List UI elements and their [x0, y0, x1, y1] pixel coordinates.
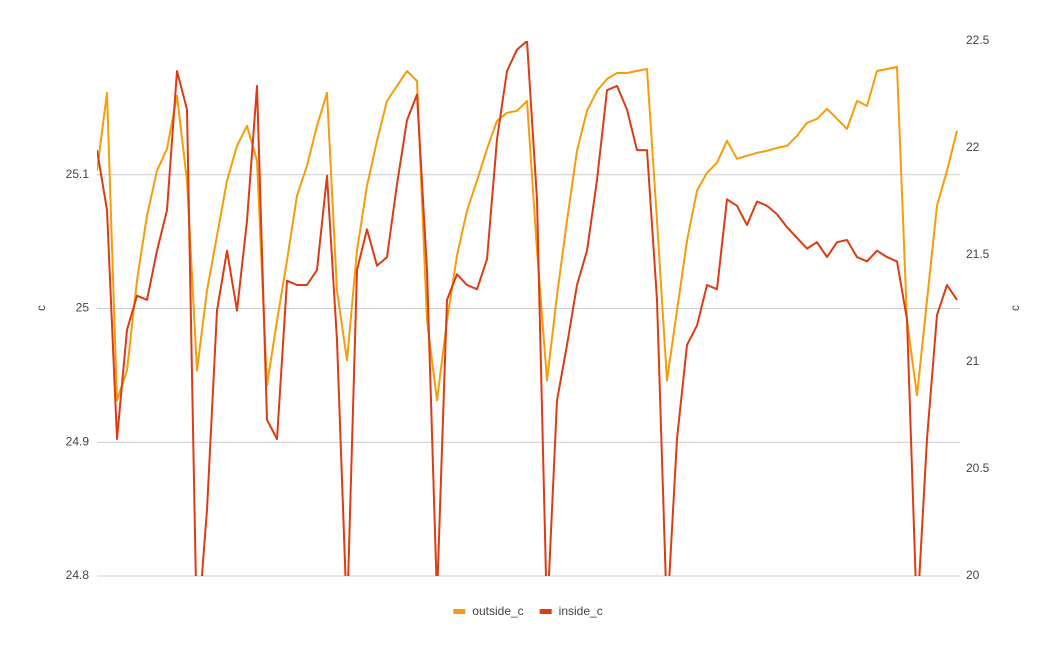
y2-axis-title: c — [1008, 305, 1022, 311]
plot-area — [97, 41, 958, 576]
series-line — [97, 65, 958, 402]
legend-swatch — [453, 609, 466, 614]
legend: outside_c inside_c — [453, 604, 603, 618]
y2-tick-label: 20 — [966, 568, 980, 582]
series-line — [97, 41, 958, 576]
y-axis-title: c — [34, 305, 48, 311]
legend-label: inside_c — [559, 604, 603, 618]
y-tick-label: 25 — [76, 301, 90, 315]
y2-tick-label: 22.5 — [966, 33, 990, 47]
y2-tick-label: 21.5 — [966, 247, 990, 261]
y2-tick-label: 21 — [966, 354, 980, 368]
legend-swatch — [539, 609, 552, 614]
legend-label: outside_c — [472, 604, 523, 618]
y2-tick-label: 22 — [966, 140, 980, 154]
y-tick-label: 25.1 — [66, 167, 90, 181]
y-tick-label: 24.8 — [66, 568, 90, 582]
y2-tick-label: 20.5 — [966, 461, 990, 475]
y-tick-label: 24.9 — [66, 434, 90, 448]
